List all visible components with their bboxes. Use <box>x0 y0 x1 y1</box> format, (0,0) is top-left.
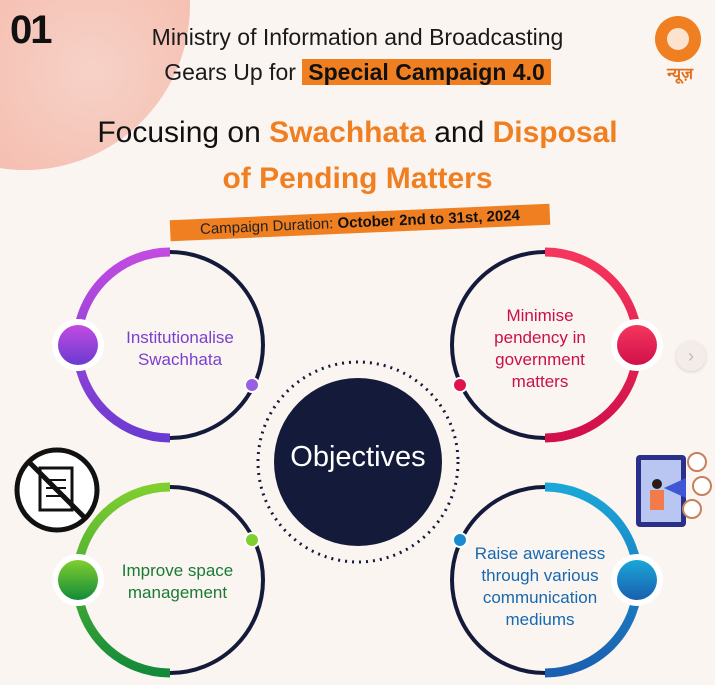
title-disposal: Disposal <box>492 116 618 149</box>
dd-news-logo <box>655 16 701 62</box>
title-line1: Focusing on Swachhata and Disposal <box>60 116 655 150</box>
chevron-right-icon: › <box>688 346 694 366</box>
objective-minimise-pendency: Minimise pendency in government matters <box>494 306 586 391</box>
ring-bottom-right <box>450 482 663 678</box>
title-text: and <box>425 116 493 149</box>
decorative-swoosh <box>0 0 190 170</box>
center-dotted-ring <box>256 360 460 564</box>
center-circle <box>274 378 442 546</box>
slide-number: 01 <box>10 8 52 52</box>
logo-text: न्यूज़ <box>667 66 693 83</box>
objectives-center-label: Objectives <box>290 441 426 473</box>
objective-raise-awareness: Raise awareness through various communic… <box>474 544 606 629</box>
duration-label: Campaign Duration: <box>199 214 338 238</box>
next-slide-button[interactable]: › <box>676 341 706 371</box>
ring-top-left <box>52 247 265 443</box>
header-line2: Gears Up for Special Campaign 4.0 <box>100 59 615 86</box>
title-swachhata: Swachhata <box>269 116 426 149</box>
header-line1: Ministry of Information and Broadcasting <box>151 24 564 50</box>
header-prefix: Gears Up for <box>164 59 303 85</box>
no-document-icon <box>14 447 100 533</box>
title-line2: of Pending Matters <box>222 162 493 195</box>
megaphone-people-icon <box>636 452 712 527</box>
ring-top-right <box>450 247 663 443</box>
title-text: Focusing on <box>97 116 270 149</box>
objective-improve-space: Improve space management <box>121 561 234 602</box>
campaign-highlight: Special Campaign 4.0 <box>302 59 551 85</box>
ring-bottom-left <box>52 482 265 678</box>
objective-institutionalise-swachhata: Institutionalise Swachhata <box>126 328 234 369</box>
